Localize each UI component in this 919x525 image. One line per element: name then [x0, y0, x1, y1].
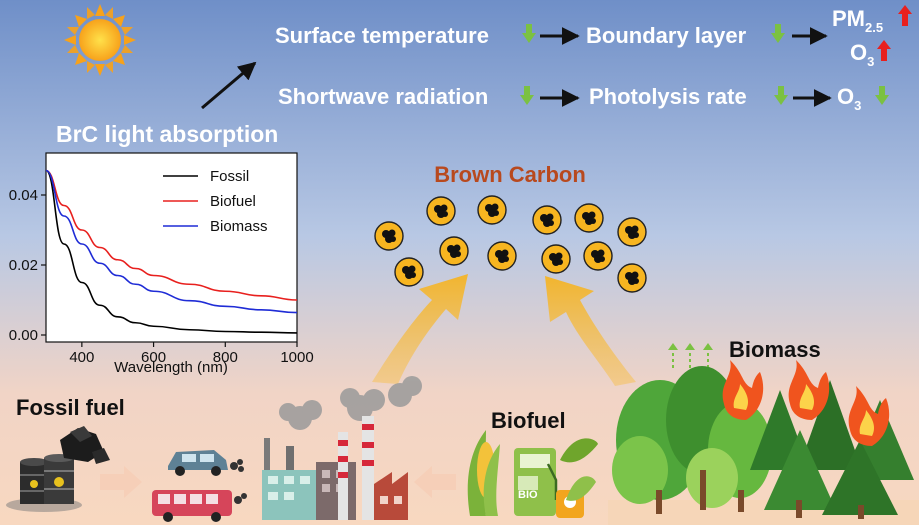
- y-tick-label: 0.04: [9, 187, 38, 204]
- red-up-arrow-icon: [877, 40, 891, 61]
- absorption-chart: 400 600 800 1000 0.00 0.02 0.04 Fossil Biofuel B…: [9, 152, 314, 376]
- particle-icon: [374, 221, 404, 251]
- axis-ticks: 400 600 800 1000 0.00 0.02 0.04: [9, 187, 314, 366]
- y-tick-label: 0.02: [9, 257, 38, 274]
- biomass-label: Biomass: [729, 337, 821, 362]
- exhaust-smoke-icon: [234, 493, 247, 504]
- chain-shortwave-radiation: Shortwave radiation: [278, 84, 488, 109]
- series-line-biomass: [46, 169, 297, 314]
- corn-icon: [467, 430, 500, 516]
- green-down-arrow-icon: [774, 86, 788, 105]
- smoke-cloud-icon: [279, 376, 422, 430]
- brown-carbon-title: Brown Carbon: [434, 162, 586, 187]
- o3-label-row2: O3: [837, 84, 861, 113]
- legend-label: Fossil: [210, 168, 249, 185]
- flow-arrow: [414, 466, 456, 498]
- legend-label: Biomass: [210, 218, 268, 235]
- flame-icon: [722, 360, 890, 446]
- particle-icon: [617, 263, 647, 293]
- flow-arrow: [100, 466, 142, 498]
- oil-barrels-icon: [6, 454, 82, 512]
- bus-icon: [152, 490, 232, 522]
- link-arrow: [201, 61, 257, 110]
- green-down-arrow-icon: [875, 86, 889, 105]
- particle-icon: [477, 195, 507, 225]
- fossil-fuel-label: Fossil fuel: [16, 395, 125, 420]
- panel-title: BrC light absorption: [56, 121, 278, 147]
- green-down-arrow-icon: [771, 24, 785, 43]
- series-line-fossil: [46, 169, 297, 334]
- particle-icon: [439, 236, 469, 266]
- y-tick-label: 0.00: [9, 327, 38, 344]
- legend-label: Biofuel: [210, 193, 256, 210]
- particle-icon: [583, 241, 613, 271]
- car-icon: [168, 450, 228, 476]
- particle-icon: [617, 217, 647, 247]
- coal-pile-icon: [60, 426, 110, 464]
- particle-icon: [426, 196, 456, 226]
- chain-photolysis-rate: Photolysis rate: [589, 84, 747, 109]
- forest-fire-icon: [608, 343, 919, 525]
- particle-icon: [541, 244, 571, 274]
- x-axis-label: Wavelength (nm): [114, 359, 228, 376]
- o3-label: O3: [850, 40, 874, 69]
- series-line-biofuel: [46, 169, 297, 301]
- chain-surface-temperature: Surface temperature: [275, 23, 489, 48]
- biofuel-label: Biofuel: [491, 408, 566, 433]
- exhaust-smoke-icon: [230, 459, 244, 472]
- leaf-icon: [560, 438, 598, 501]
- plot-area: [45, 152, 298, 343]
- sun-icon: [64, 4, 136, 76]
- chart-legend: Fossil Biofuel Biomass: [163, 168, 268, 235]
- particle-icon: [394, 257, 424, 287]
- particle-icon: [487, 241, 517, 271]
- red-up-arrow-icon: [898, 5, 912, 26]
- particle-icon: [574, 203, 604, 233]
- pm25-label: PM2.5: [832, 6, 883, 35]
- green-down-arrow-icon: [520, 86, 534, 105]
- x-tick-label: 400: [69, 349, 94, 366]
- x-tick-label: 1000: [280, 349, 313, 366]
- x-tick-label: 800: [213, 349, 238, 366]
- x-tick-label: 600: [141, 349, 166, 366]
- bio-sign: BIO: [518, 489, 538, 501]
- brown-carbon-particles: [374, 195, 647, 293]
- factory-icon: [262, 376, 422, 520]
- biofuel-station-icon: BIO: [467, 430, 598, 518]
- left-rise-arrow: [372, 274, 468, 384]
- chain-boundary-layer: Boundary layer: [586, 23, 747, 48]
- green-down-arrow-icon: [522, 24, 536, 43]
- series-lines: [46, 169, 297, 334]
- right-rise-arrow: [545, 276, 636, 386]
- particle-icon: [532, 205, 562, 235]
